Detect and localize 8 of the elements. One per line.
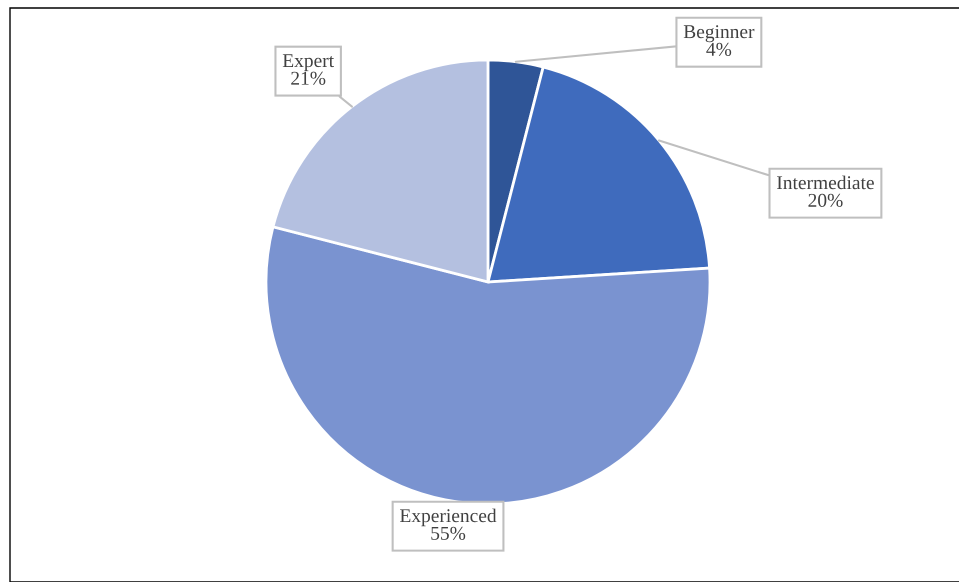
data-label: 4% (706, 42, 732, 56)
data-label: 20% (808, 194, 843, 207)
slice-label: Expert (282, 54, 334, 72)
data-label: 55% (431, 526, 466, 540)
data-label: 21% (291, 72, 326, 85)
slice-label: Intermediate (777, 176, 874, 190)
slice-label: Beginner (684, 25, 754, 42)
slice-label: Experienced (400, 508, 496, 526)
